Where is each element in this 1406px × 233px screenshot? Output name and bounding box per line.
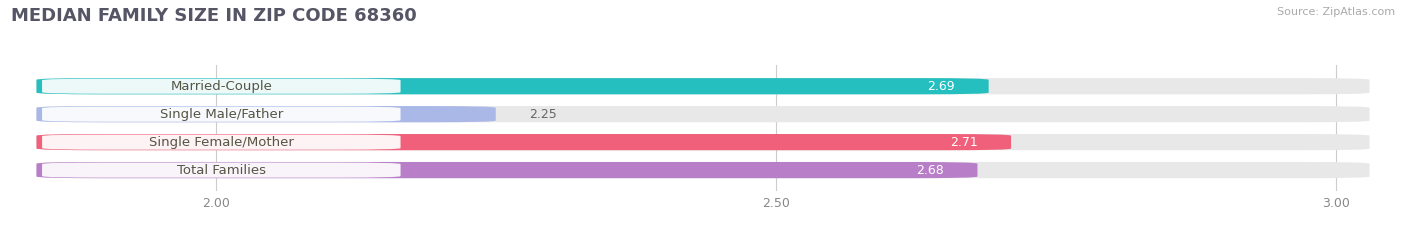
FancyBboxPatch shape	[37, 106, 1369, 122]
FancyBboxPatch shape	[37, 106, 496, 122]
FancyBboxPatch shape	[42, 107, 401, 122]
Text: Total Families: Total Families	[177, 164, 266, 177]
Text: 2.69: 2.69	[928, 80, 955, 93]
FancyBboxPatch shape	[37, 162, 1369, 178]
Text: MEDIAN FAMILY SIZE IN ZIP CODE 68360: MEDIAN FAMILY SIZE IN ZIP CODE 68360	[11, 7, 418, 25]
FancyBboxPatch shape	[37, 134, 1011, 150]
Text: Married-Couple: Married-Couple	[170, 80, 273, 93]
Text: Single Female/Mother: Single Female/Mother	[149, 136, 294, 149]
Text: 2.71: 2.71	[949, 136, 977, 149]
Text: Source: ZipAtlas.com: Source: ZipAtlas.com	[1277, 7, 1395, 17]
Text: 2.68: 2.68	[917, 164, 943, 177]
FancyBboxPatch shape	[37, 134, 1369, 150]
FancyBboxPatch shape	[37, 162, 977, 178]
FancyBboxPatch shape	[42, 163, 401, 178]
FancyBboxPatch shape	[42, 135, 401, 150]
FancyBboxPatch shape	[37, 78, 1369, 94]
Text: 2.25: 2.25	[530, 108, 557, 121]
FancyBboxPatch shape	[37, 78, 988, 94]
FancyBboxPatch shape	[42, 79, 401, 94]
Text: Single Male/Father: Single Male/Father	[160, 108, 283, 121]
